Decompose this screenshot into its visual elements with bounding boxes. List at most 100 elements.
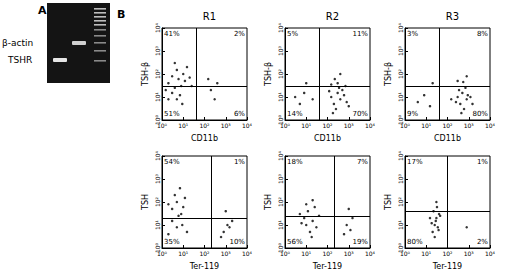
svg-text:10³: 10³: [344, 250, 355, 257]
svg-text:10⁴: 10⁴: [485, 122, 496, 129]
svg-text:10%: 10%: [229, 238, 245, 246]
svg-text:10⁴: 10⁴: [485, 250, 496, 257]
svg-text:6%: 6%: [234, 110, 245, 118]
svg-text:17%: 17%: [407, 158, 423, 166]
svg-text:10¹: 10¹: [154, 219, 161, 230]
svg-text:TSH-β: TSH-β: [384, 62, 393, 87]
svg-text:TSH: TSH: [384, 194, 393, 211]
svg-text:TSH-β: TSH-β: [264, 62, 273, 87]
svg-text:10¹: 10¹: [397, 91, 404, 102]
svg-text:10⁴: 10⁴: [365, 122, 376, 129]
svg-text:β-actin: β-actin: [2, 38, 33, 48]
svg-text:10⁴: 10⁴: [242, 250, 253, 257]
svg-text:19%: 19%: [352, 238, 368, 246]
svg-text:R3: R3: [446, 11, 459, 22]
svg-text:51%: 51%: [164, 110, 180, 118]
svg-text:Ter-119: Ter-119: [312, 262, 342, 271]
svg-text:10²: 10²: [322, 122, 333, 129]
svg-text:10⁰: 10⁰: [396, 115, 404, 125]
svg-text:10³: 10³: [464, 250, 475, 257]
svg-text:10³: 10³: [277, 45, 284, 56]
svg-text:10¹: 10¹: [277, 91, 284, 102]
svg-text:10¹: 10¹: [301, 122, 312, 129]
svg-text:10¹: 10¹: [178, 250, 189, 257]
svg-text:10³: 10³: [221, 250, 232, 257]
svg-text:R2: R2: [326, 11, 339, 22]
svg-text:70%: 70%: [352, 110, 368, 118]
svg-text:10²: 10²: [277, 68, 284, 79]
svg-text:10¹: 10¹: [154, 91, 161, 102]
svg-text:10²: 10²: [397, 68, 404, 79]
svg-text:10³: 10³: [397, 45, 404, 56]
svg-text:10⁴: 10⁴: [242, 122, 253, 129]
svg-text:10²: 10²: [154, 196, 161, 207]
svg-text:TSH: TSH: [264, 194, 273, 211]
svg-text:10⁴: 10⁴: [365, 250, 376, 257]
svg-text:41%: 41%: [164, 30, 180, 38]
svg-text:10³: 10³: [154, 173, 161, 184]
svg-text:CD11b: CD11b: [314, 134, 341, 143]
svg-text:14%: 14%: [287, 110, 303, 118]
svg-text:10²: 10²: [397, 196, 404, 207]
svg-text:3%: 3%: [407, 30, 418, 38]
svg-text:10¹: 10¹: [421, 250, 432, 257]
svg-text:18%: 18%: [287, 158, 303, 166]
svg-text:10⁰: 10⁰: [280, 122, 291, 129]
svg-text:10²: 10²: [442, 122, 453, 129]
svg-text:TSH-β: TSH-β: [141, 62, 150, 87]
svg-text:10¹: 10¹: [301, 250, 312, 257]
svg-text:9%: 9%: [407, 110, 418, 118]
svg-text:10³: 10³: [221, 122, 232, 129]
svg-text:CD11b: CD11b: [191, 134, 218, 143]
svg-text:Ter-119: Ter-119: [189, 262, 219, 271]
svg-text:10³: 10³: [464, 122, 475, 129]
svg-text:10²: 10²: [154, 68, 161, 79]
svg-text:TSHR: TSHR: [7, 55, 32, 65]
svg-text:10³: 10³: [154, 45, 161, 56]
svg-text:2%: 2%: [234, 30, 245, 38]
svg-text:5%: 5%: [287, 30, 298, 38]
svg-text:10⁴: 10⁴: [397, 22, 404, 33]
svg-text:10⁰: 10⁰: [157, 122, 168, 129]
svg-text:10¹: 10¹: [421, 122, 432, 129]
svg-text:10¹: 10¹: [178, 122, 189, 129]
svg-text:10⁰: 10⁰: [153, 115, 161, 125]
svg-text:10⁰: 10⁰: [157, 250, 168, 257]
svg-text:54%: 54%: [164, 158, 180, 166]
svg-text:10²: 10²: [277, 196, 284, 207]
svg-text:1%: 1%: [234, 158, 245, 166]
svg-text:TSH: TSH: [141, 194, 150, 211]
svg-text:2%: 2%: [477, 238, 488, 246]
svg-text:10⁴: 10⁴: [154, 22, 161, 33]
svg-text:35%: 35%: [164, 238, 180, 246]
svg-text:10⁰: 10⁰: [400, 122, 411, 129]
svg-text:10³: 10³: [344, 122, 355, 129]
svg-text:R1: R1: [203, 11, 216, 22]
svg-text:80%: 80%: [407, 238, 423, 246]
svg-text:10⁰: 10⁰: [280, 250, 291, 257]
svg-text:11%: 11%: [352, 30, 368, 38]
svg-text:10⁴: 10⁴: [397, 150, 404, 161]
svg-text:A: A: [38, 4, 47, 17]
svg-text:10³: 10³: [397, 173, 404, 184]
svg-text:10⁴: 10⁴: [277, 22, 284, 33]
svg-text:10²: 10²: [442, 250, 453, 257]
svg-text:10²: 10²: [199, 250, 210, 257]
svg-text:10¹: 10¹: [397, 219, 404, 230]
svg-text:8%: 8%: [477, 30, 488, 38]
svg-text:CD11b: CD11b: [434, 134, 461, 143]
svg-text:10¹: 10¹: [277, 219, 284, 230]
svg-text:80%: 80%: [472, 110, 488, 118]
svg-text:10²: 10²: [322, 250, 333, 257]
svg-text:10³: 10³: [277, 173, 284, 184]
svg-text:10⁴: 10⁴: [154, 150, 161, 161]
svg-text:1%: 1%: [477, 158, 488, 166]
svg-text:10⁴: 10⁴: [277, 150, 284, 161]
svg-text:Ter-119: Ter-119: [432, 262, 462, 271]
svg-text:10⁰: 10⁰: [400, 250, 411, 257]
svg-text:10²: 10²: [199, 122, 210, 129]
svg-text:7%: 7%: [357, 158, 368, 166]
svg-text:56%: 56%: [287, 238, 303, 246]
svg-text:10⁰: 10⁰: [276, 115, 284, 125]
svg-text:B: B: [117, 8, 125, 21]
